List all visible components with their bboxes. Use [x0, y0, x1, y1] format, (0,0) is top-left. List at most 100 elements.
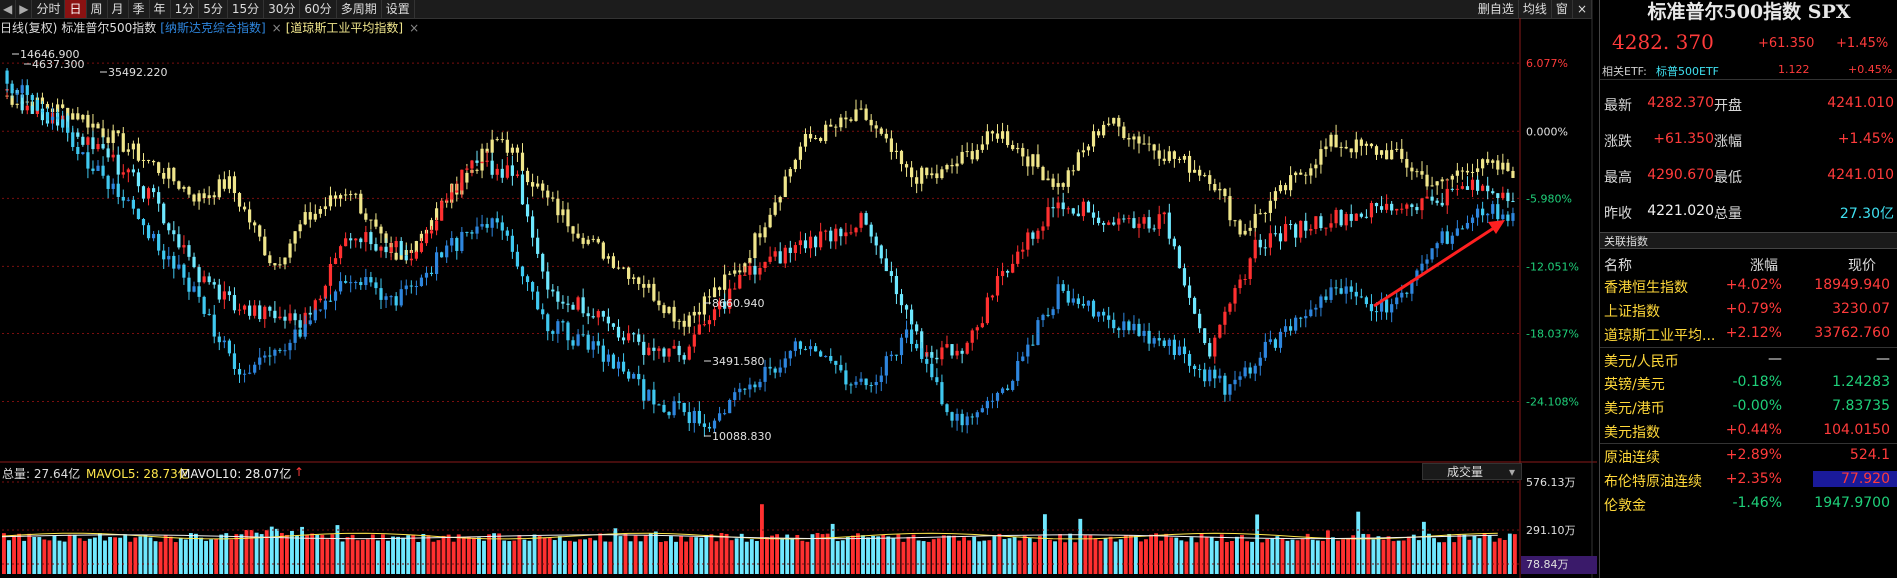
candle-body — [621, 337, 626, 341]
candle-body — [1061, 183, 1065, 187]
candle-body — [162, 250, 166, 260]
candle-body — [490, 218, 494, 228]
period-button-0[interactable]: 分时 — [32, 0, 66, 18]
candle-body — [733, 270, 737, 274]
candle-body — [637, 373, 641, 380]
candle-body — [1334, 287, 1338, 289]
period-button-9[interactable]: 30分 — [264, 0, 301, 18]
candle-body — [1405, 204, 1409, 209]
candle-body — [1167, 212, 1171, 239]
last-price: 4282. 370 — [1612, 30, 1714, 54]
related-row[interactable]: 布伦特原油连续 +2.35% 77.920 — [1600, 468, 1897, 492]
period-button-6[interactable]: 1分 — [171, 0, 200, 18]
related-row[interactable]: 美元/人民币 — — — [1600, 346, 1897, 372]
candle-body — [172, 167, 176, 182]
candle-body — [1021, 147, 1025, 157]
related-price: 33762.760 — [1814, 325, 1890, 342]
candle-body — [121, 133, 125, 152]
volume-bar — [370, 534, 375, 574]
candle-body — [970, 416, 974, 418]
toolbar-right-button-1[interactable]: 均线 — [1519, 0, 1552, 18]
period-button-12[interactable]: 设置 — [382, 0, 415, 18]
volume-bar — [67, 534, 72, 574]
volume-bar — [1406, 536, 1411, 574]
close-icon[interactable]: × — [409, 20, 420, 35]
candle-body — [1076, 213, 1080, 217]
main-chart[interactable]: 6.077% 0.000% -5.980% -12.051% -18.037% -24.1… — [0, 0, 1597, 578]
related-pct: -0.00% — [1732, 398, 1782, 414]
volume-bar — [199, 537, 203, 574]
tab-compare-dow[interactable]: [道琼斯工业平均指数] — [285, 21, 404, 35]
volume-bar — [1371, 539, 1376, 574]
related-row[interactable]: 香港恒生指数 +4.02% 18949.940 — [1600, 274, 1897, 298]
tab-main-index[interactable]: 标准普尔500指数 — [61, 21, 157, 35]
close-icon[interactable]: × — [271, 20, 282, 35]
volume-bar — [527, 540, 532, 574]
candle-body — [591, 341, 595, 350]
candle-body — [338, 195, 343, 199]
toolbar-right-button-3[interactable]: × — [1573, 0, 1592, 18]
related-row[interactable]: 美元指数 +0.44% 104.0150 — [1600, 419, 1897, 443]
candle-body — [899, 294, 904, 306]
toolbar-right-button-0[interactable]: 删自选 — [1474, 0, 1519, 18]
period-button-10[interactable]: 60分 — [300, 0, 337, 18]
candle-body — [1228, 196, 1232, 221]
candle-body — [1506, 162, 1510, 171]
candle-body — [5, 95, 9, 97]
related-price: 1947.9700 — [1814, 494, 1890, 511]
arrow-left-icon[interactable]: ◀ — [0, 0, 17, 18]
candle-body — [682, 355, 686, 360]
candle-body — [1192, 297, 1197, 314]
candle-body — [1066, 170, 1070, 187]
candle-body — [1218, 324, 1222, 338]
quote-value: +1.45% — [1837, 131, 1894, 147]
tab-compare-nasdaq[interactable]: [纳斯达克综合指数] — [160, 21, 266, 35]
related-row[interactable]: 原油连续 +2.89% 524.1 — [1600, 443, 1897, 468]
volume-bar — [497, 533, 502, 574]
volume-bar — [699, 537, 704, 574]
period-button-7[interactable]: 5分 — [199, 0, 228, 18]
candle-body — [1339, 288, 1343, 294]
candle-body — [763, 366, 767, 382]
candle-body — [1486, 185, 1490, 192]
indicator-dropdown[interactable]: 成交量 ▾ — [1422, 463, 1522, 480]
volume-bar — [684, 541, 689, 574]
axis-tick-label: -5.980% — [1526, 192, 1572, 205]
candle-body — [1420, 198, 1424, 211]
related-etf-row[interactable]: 相关ETF: 标普500ETF 1.122 +0.45% — [1600, 61, 1897, 80]
period-button-4[interactable]: 季 — [129, 0, 150, 18]
axis-tick-label: 0.000% — [1526, 125, 1568, 138]
period-button-3[interactable]: 月 — [108, 0, 129, 18]
candle-body — [429, 272, 434, 274]
period-button-11[interactable]: 多周期 — [337, 0, 382, 18]
volume-bar — [1411, 534, 1416, 574]
candle-body — [1157, 150, 1161, 159]
candle-body — [414, 286, 418, 288]
volume-bar — [118, 537, 123, 574]
period-button-2[interactable]: 周 — [87, 0, 108, 18]
related-row[interactable]: 伦敦金 -1.46% 1947.9700 — [1600, 492, 1897, 516]
period-button-8[interactable]: 15分 — [228, 0, 265, 18]
candle-body — [1177, 246, 1182, 269]
period-button-5[interactable]: 年 — [150, 0, 171, 18]
related-row[interactable]: 道琼斯工业平均... +2.12% 33762.760 — [1600, 322, 1897, 346]
candle-body — [525, 276, 530, 283]
toolbar-right-button-2[interactable]: 窗 — [1552, 0, 1573, 18]
candle-body — [1253, 365, 1257, 374]
related-row[interactable]: 美元/港币 -0.00% 7.83735 — [1600, 395, 1897, 419]
candle-body — [935, 377, 939, 383]
candle-body — [1486, 213, 1490, 216]
volume-bar — [82, 540, 87, 574]
candle-body — [318, 298, 322, 301]
candle-body — [116, 183, 120, 197]
candle-body — [434, 252, 439, 274]
price-annotation: 3491.580 — [712, 355, 765, 368]
arrow-right-icon[interactable]: ▶ — [16, 0, 33, 18]
period-button-1[interactable]: 日 — [65, 0, 87, 18]
candle-body — [369, 232, 373, 245]
candle-body — [566, 209, 570, 227]
quote-row: 最高 4290.670 最低 4241.010 — [1600, 158, 1897, 194]
candle-body — [121, 172, 125, 175]
related-row[interactable]: 上证指数 +0.79% 3230.07 — [1600, 298, 1897, 322]
related-row[interactable]: 英镑/美元 -0.18% 1.24283 — [1600, 371, 1897, 395]
